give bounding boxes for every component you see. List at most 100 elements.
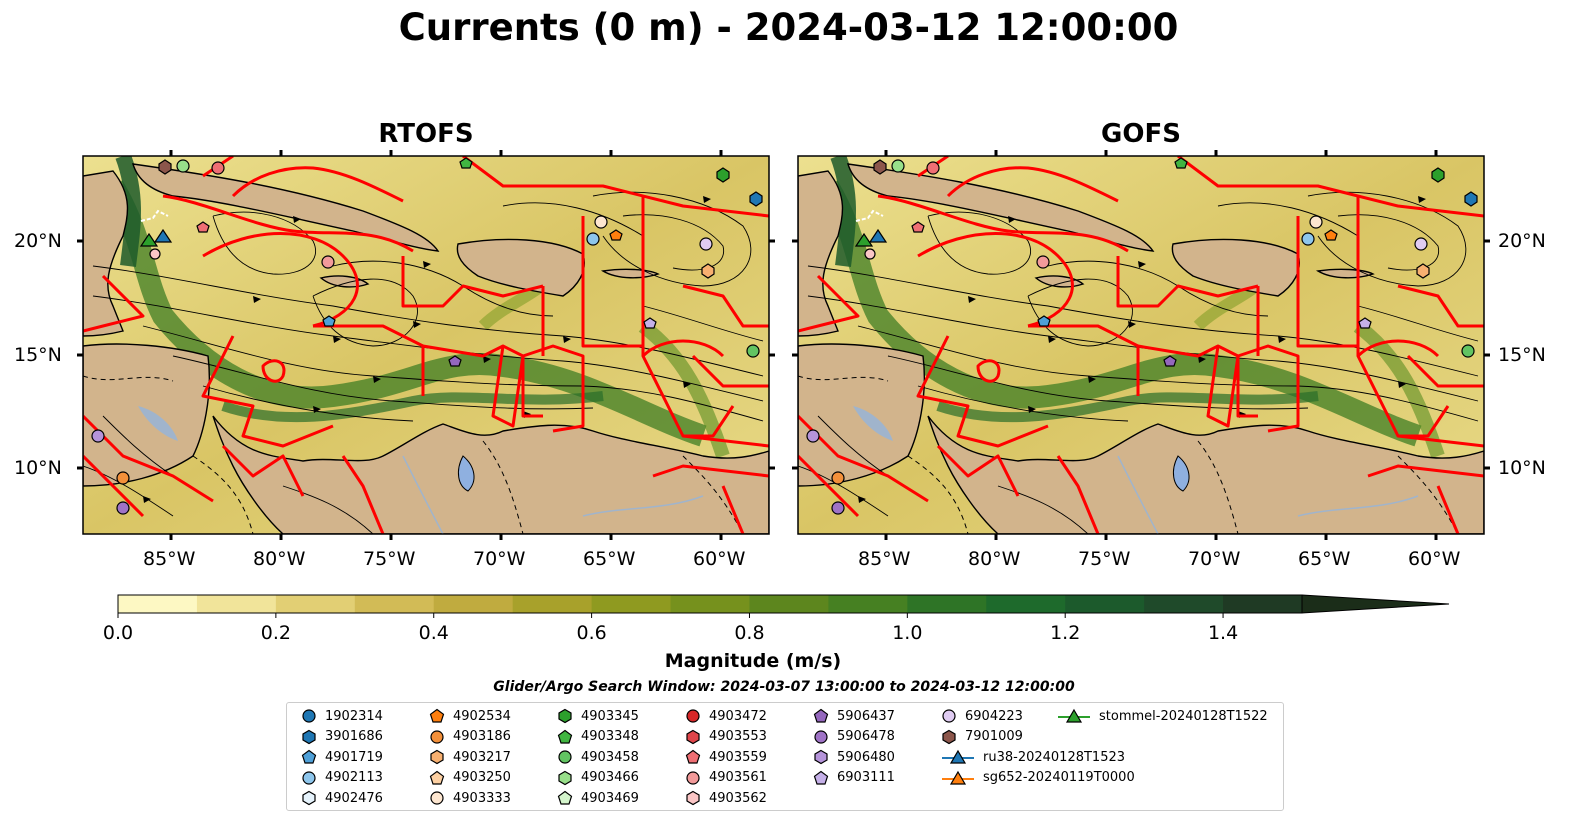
legend-label: 4903345 (581, 708, 639, 724)
legend-item: 6903111 (813, 769, 895, 787)
legend-item: 4903186 (429, 728, 511, 746)
hexagon-marker-icon (685, 729, 709, 745)
legend-label: stommel-20240128T1522 (1099, 708, 1268, 724)
legend-label: 4902476 (325, 790, 383, 806)
colorbar-segment (907, 595, 987, 613)
triangle-line-marker-icon (941, 770, 983, 786)
lon-label-80w-right: 80°W (968, 548, 1021, 570)
triangle-line-marker-icon (1057, 708, 1099, 724)
legend-label: 4903217 (453, 749, 511, 765)
legend-label: 4903333 (453, 790, 511, 806)
legend-label: 4902534 (453, 708, 511, 724)
colorbar-segment (1144, 595, 1224, 613)
colorbar-segment (196, 595, 277, 613)
legend-label: 5906478 (837, 729, 895, 744)
colorbar-segment (118, 595, 198, 613)
colorbar-segment (986, 595, 1066, 613)
legend-label: 6904223 (965, 708, 1023, 724)
colorbar-extend-arrow (1301, 594, 1450, 614)
legend-item: 4903469 (557, 789, 639, 807)
circle-marker-icon (301, 770, 325, 786)
pentagon-marker-icon (301, 749, 325, 765)
lon-label-85w-right: 85°W (858, 548, 911, 570)
legend-label: 4903466 (581, 770, 639, 785)
map-gofs (792, 150, 1490, 540)
circle-marker-icon (941, 708, 965, 724)
colorbar-tick-label: 1.2 (1050, 622, 1081, 644)
legend-item: 4901719 (301, 748, 383, 766)
colorbar-segment (670, 595, 750, 613)
legend-item: 4903466 (557, 769, 639, 787)
lat-label-20n-left: 20°N (14, 230, 62, 252)
circle-marker-icon (813, 729, 837, 745)
legend-label: sg652-20240119T0000 (983, 770, 1135, 785)
map-panels (77, 150, 1490, 540)
colorbar-label: Magnitude (m/s) (664, 650, 842, 672)
legend-item: 4902476 (301, 789, 383, 807)
circle-marker-icon (301, 708, 325, 724)
hexagon-marker-icon (301, 729, 325, 745)
colorbar-tick-label: 0.6 (576, 622, 607, 644)
lon-label-85w-left: 85°W (143, 548, 196, 570)
panel-title-rtofs: RTOFS (378, 119, 474, 149)
colorbar-segment (749, 595, 829, 613)
legend: 1902314 3901686 4901719 4902113 4902476 49025… (286, 702, 1284, 811)
hexagon-marker-icon (685, 790, 709, 806)
search-window-text: Glider/Argo Search Window: 2024-03-07 13… (493, 679, 1075, 695)
lon-label-75w-left: 75°W (363, 548, 416, 570)
hexagon-marker-icon (813, 749, 837, 765)
colorbar-tick-label: 0.0 (102, 622, 134, 644)
legend-item: 4903458 (557, 748, 639, 766)
lon-label-70w-right: 70°W (1188, 548, 1241, 570)
legend-item: 4902113 (301, 769, 383, 787)
colorbar-tick-label: 1.0 (892, 622, 923, 644)
legend-label: 4903348 (581, 729, 639, 744)
legend-label: 4903250 (453, 770, 511, 785)
legend-label: 4903559 (709, 749, 767, 765)
legend-label: 7901009 (965, 729, 1023, 744)
hexagon-marker-icon (941, 729, 965, 745)
lat-label-15n-left: 15°N (14, 344, 62, 366)
colorbar-tick-label: 1.4 (1207, 622, 1239, 644)
legend-item: 4903345 (557, 707, 639, 725)
colorbar-segment (591, 595, 672, 613)
legend-label: 4903469 (581, 790, 639, 806)
legend-item: 4903250 (429, 769, 511, 787)
legend-item: 4903348 (557, 728, 639, 746)
lon-label-65w-left: 65°W (583, 548, 636, 570)
pentagon-marker-icon (557, 729, 581, 745)
legend-item: 4903559 (685, 748, 767, 766)
pentagon-marker-icon (685, 749, 709, 765)
colorbar-tick-label: 0.8 (734, 622, 765, 644)
hexagon-marker-icon (429, 749, 453, 765)
legend-label: 4903562 (709, 790, 767, 806)
legend-item: 3901686 (301, 728, 383, 746)
legend-item: 7901009 (941, 728, 1023, 746)
legend-label: 4903561 (709, 770, 767, 785)
lat-label-20n-right: 20°N (1498, 230, 1546, 252)
lat-label-10n-right: 10°N (1498, 457, 1546, 479)
legend-item: 4902534 (429, 707, 511, 725)
legend-item: 4903217 (429, 748, 511, 766)
hexagon-marker-icon (557, 708, 581, 724)
legend-item: 4903333 (429, 789, 511, 807)
legend-label: 4903553 (709, 729, 767, 744)
lon-label-65w-right: 65°W (1298, 548, 1351, 570)
legend-item: 5906480 (813, 748, 895, 766)
legend-label: 4903186 (453, 729, 511, 744)
hexagon-marker-icon (557, 770, 581, 786)
legend-label: 4902113 (325, 770, 383, 785)
circle-marker-icon (429, 729, 453, 745)
legend-item: ru38-20240128T1523 (941, 748, 1125, 766)
legend-label: 4903472 (709, 708, 767, 724)
lon-label-60w-left: 60°W (693, 548, 746, 570)
legend-item: 6904223 (941, 707, 1023, 725)
colorbar-segment (828, 595, 908, 613)
hexagon-marker-icon (301, 790, 325, 806)
circle-marker-icon (429, 790, 453, 806)
panel-title-gofs: GOFS (1101, 119, 1181, 149)
legend-item: 5906437 (813, 707, 895, 725)
colorbar-segment (275, 595, 356, 613)
lon-label-60w-right: 60°W (1408, 548, 1461, 570)
legend-item: 5906478 (813, 728, 895, 746)
